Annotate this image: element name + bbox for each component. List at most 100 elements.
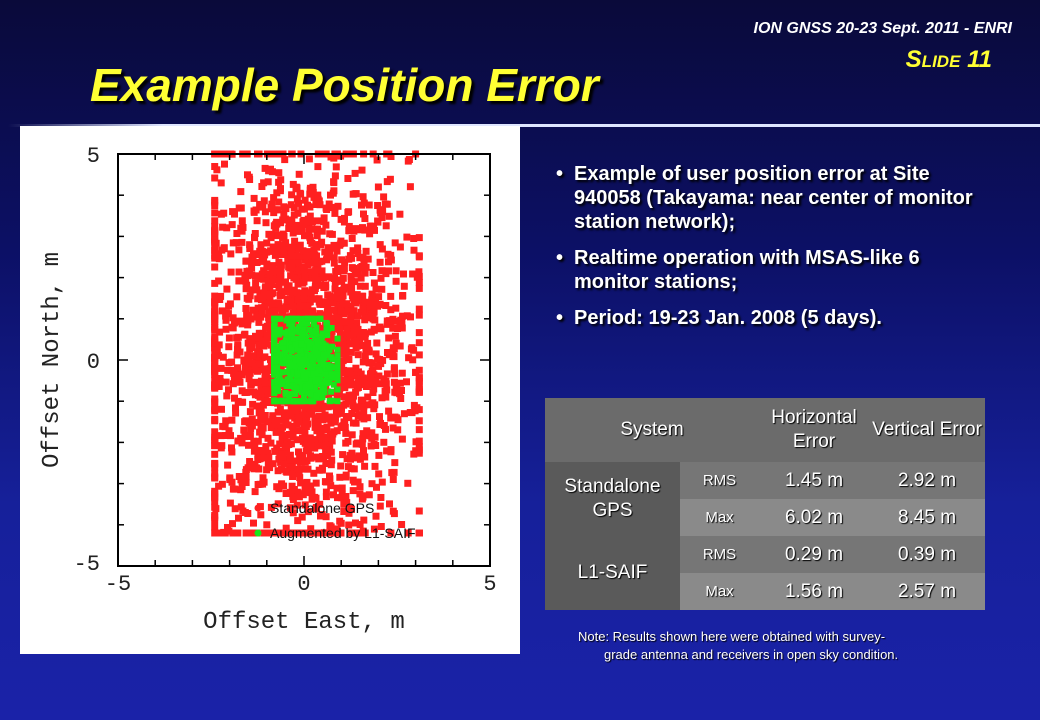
standalone-gps-point <box>334 313 341 320</box>
standalone-gps-point <box>353 270 361 278</box>
augmented-point <box>310 370 317 377</box>
standalone-gps-point <box>330 154 338 162</box>
standalone-gps-point <box>294 296 302 304</box>
augmented-point <box>292 365 299 372</box>
standalone-gps-point <box>365 401 373 409</box>
standalone-gps-point <box>357 396 365 404</box>
standalone-rms-horizontal: 1.45 m <box>759 462 869 499</box>
standalone-gps-point <box>336 325 344 333</box>
augmented-point <box>288 315 295 322</box>
metric-rms: RMS <box>680 536 759 573</box>
standalone-gps-point <box>299 411 307 419</box>
standalone-gps-point <box>211 226 219 234</box>
standalone-gps-point <box>409 270 417 278</box>
standalone-gps-point <box>246 268 254 276</box>
standalone-gps-point <box>415 305 423 313</box>
standalone-gps-point <box>308 218 316 226</box>
standalone-gps-point <box>337 409 345 417</box>
standalone-gps-point <box>270 194 278 202</box>
standalone-gps-point <box>247 460 255 468</box>
standalone-gps-point <box>365 346 373 354</box>
augmented-point <box>286 353 293 360</box>
augmented-point <box>296 315 303 322</box>
standalone-gps-point <box>211 463 219 471</box>
standalone-gps-point <box>388 469 396 477</box>
standalone-gps-point <box>367 303 375 311</box>
standalone-gps-point <box>378 285 386 293</box>
standalone-gps-point <box>373 156 381 164</box>
standalone-gps-point <box>387 306 395 314</box>
standalone-gps-point <box>253 402 261 410</box>
standalone-gps-point <box>382 302 390 309</box>
standalone-gps-point <box>274 206 281 214</box>
standalone-gps-point <box>365 491 373 499</box>
standalone-gps-point <box>254 334 262 342</box>
standalone-gps-point <box>341 332 349 339</box>
standalone-gps-point <box>261 249 269 257</box>
standalone-gps-point <box>246 369 254 377</box>
augmented-point <box>299 331 306 338</box>
standalone-gps-point <box>398 369 406 377</box>
standalone-gps-point <box>375 323 383 331</box>
standalone-gps-point <box>364 255 372 263</box>
standalone-gps-point <box>264 178 272 186</box>
augmented-point <box>274 348 281 355</box>
standalone-gps-point <box>400 282 408 290</box>
standalone-gps-point <box>357 274 365 282</box>
augmented-point <box>334 335 341 342</box>
standalone-gps-point <box>211 209 219 217</box>
standalone-gps-point <box>348 254 356 262</box>
standalone-gps-point <box>296 241 304 249</box>
standalone-gps-point <box>322 221 330 229</box>
augmented-point <box>305 398 312 405</box>
standalone-gps-point <box>215 341 223 349</box>
augmented-point <box>334 346 341 353</box>
scatter-plot-panel: -5 0 5 5 0 -5 Offset East, m Offset Nort… <box>20 126 520 654</box>
augmented-point <box>316 381 323 388</box>
augmented-point <box>288 344 295 351</box>
standalone-gps-point <box>293 252 301 260</box>
standalone-gps-point <box>338 484 346 492</box>
standalone-gps-point <box>377 523 385 530</box>
standalone-gps-point <box>390 378 398 386</box>
standalone-gps-point <box>258 183 266 190</box>
standalone-gps-point <box>252 389 260 397</box>
augmented-point <box>291 361 298 368</box>
standalone-gps-point <box>375 362 382 370</box>
standalone-gps-point <box>242 479 250 486</box>
standalone-gps-point <box>279 245 287 253</box>
standalone-gps-point <box>241 271 249 279</box>
augmented-point <box>326 379 333 386</box>
augmented-point <box>280 339 287 346</box>
standalone-gps-point <box>334 268 342 275</box>
standalone-gps-point <box>216 378 224 386</box>
standalone-gps-point <box>312 442 320 450</box>
standalone-gps-point <box>282 529 289 537</box>
augmented-point <box>320 345 327 352</box>
standalone-gps-point <box>344 175 352 182</box>
standalone-gps-point <box>282 278 289 286</box>
standalone-gps-point <box>347 504 355 512</box>
augmented-point <box>334 398 341 405</box>
standalone-gps-point <box>237 503 245 511</box>
standalone-gps-point <box>262 386 270 394</box>
standalone-gps-point <box>260 529 268 537</box>
standalone-gps-point <box>415 406 423 414</box>
standalone-gps-point <box>303 304 311 312</box>
standalone-gps-point <box>273 419 281 426</box>
augmented-point <box>280 344 287 351</box>
standalone-gps-point <box>254 307 262 315</box>
standalone-gps-point <box>398 521 406 528</box>
standalone-gps-point <box>295 418 303 426</box>
standalone-gps-point <box>274 500 282 508</box>
standalone-gps-point <box>288 463 296 471</box>
standalone-gps-point <box>290 211 298 219</box>
standalone-gps-point <box>294 517 302 525</box>
standalone-gps-point <box>247 315 255 323</box>
standalone-gps-point <box>238 387 246 395</box>
standalone-gps-point <box>354 351 362 359</box>
standalone-gps-point <box>309 308 317 316</box>
standalone-gps-point <box>373 339 381 347</box>
standalone-gps-point <box>314 418 322 426</box>
standalone-gps-point <box>298 465 306 473</box>
